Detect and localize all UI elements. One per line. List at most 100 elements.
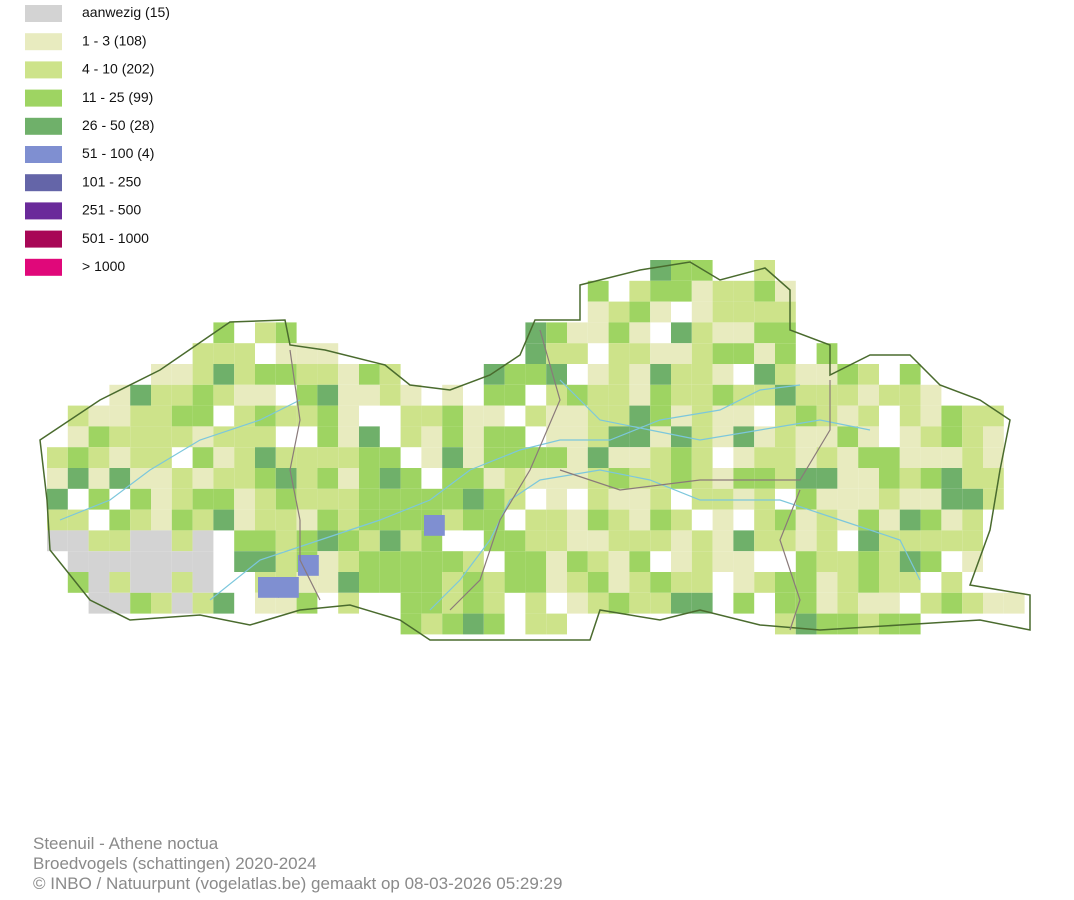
map-cell (650, 468, 671, 489)
map-cell (608, 405, 630, 427)
map-cell (359, 530, 380, 552)
map-cell (691, 364, 713, 385)
map-cell (816, 488, 838, 510)
map-cell (546, 488, 567, 510)
map-cell (920, 426, 942, 448)
map-cell (317, 426, 339, 448)
map-cell (671, 572, 692, 593)
map-cell (88, 592, 110, 614)
map-cell (691, 301, 713, 323)
map-cell (650, 447, 671, 468)
map-cell (837, 509, 859, 531)
map-cell (587, 530, 609, 552)
map-cell (920, 405, 942, 427)
map-cell (317, 488, 339, 510)
map-cell (234, 405, 255, 427)
map-cell (192, 509, 214, 531)
legend-swatch (25, 5, 62, 22)
map-cell (733, 426, 755, 448)
map-cell (483, 572, 505, 593)
map-cell (67, 405, 89, 427)
map-cell (151, 530, 172, 552)
map-cell (275, 468, 297, 489)
map-cell (463, 613, 484, 635)
map-cell (213, 447, 235, 468)
legend-label: 101 - 250 (82, 173, 141, 189)
map-cell (712, 384, 734, 406)
map-cell (359, 384, 380, 406)
map-cell (712, 509, 734, 531)
map-cell (400, 468, 422, 489)
map-cell (712, 280, 734, 302)
map-cell (941, 572, 963, 593)
map-cell (775, 280, 796, 302)
map-cell (691, 530, 713, 552)
map-cell (608, 384, 630, 406)
map-cell (775, 468, 796, 489)
map-cell (733, 405, 755, 427)
map-cell (920, 468, 942, 489)
map-cell (400, 405, 422, 427)
map-cell (442, 468, 463, 489)
map-cell (151, 551, 172, 572)
map-cell (234, 468, 255, 489)
map-cell (88, 426, 110, 448)
map-cell (296, 572, 318, 593)
legend-label: 51 - 100 (4) (82, 145, 154, 161)
map-cell (816, 551, 838, 572)
map-cell (338, 488, 359, 510)
map-cell (130, 426, 151, 448)
map-cell (67, 426, 89, 448)
map-cell (691, 260, 713, 281)
map-cell (754, 572, 775, 593)
map-cell (629, 384, 651, 406)
map-cell (88, 488, 110, 510)
legend-swatch (25, 230, 62, 248)
map-cell (941, 530, 963, 552)
map-cell (192, 364, 214, 385)
map-cell (67, 447, 89, 468)
map-cell (837, 405, 859, 427)
map-cell (587, 384, 609, 406)
map-cell (650, 384, 671, 406)
map-cell (109, 530, 131, 552)
map-cell (421, 572, 443, 593)
map-cell (275, 509, 297, 531)
map-cell (629, 572, 651, 593)
map-cell (546, 343, 567, 364)
map-cell (795, 530, 817, 552)
map-cell (837, 468, 859, 489)
map-cell (920, 447, 942, 468)
map-cell (151, 405, 172, 427)
map-cell (920, 530, 942, 552)
map-cell (192, 468, 214, 489)
map-cell (775, 447, 796, 468)
map-cell (587, 447, 609, 468)
map-cell (858, 384, 879, 406)
map-cell (192, 572, 214, 593)
map-cell (130, 572, 151, 593)
map-cell (629, 322, 651, 344)
map-cell (421, 447, 443, 468)
map-cell (608, 509, 630, 531)
map-cell (671, 468, 692, 489)
map-cell (587, 592, 609, 614)
map-cell (338, 509, 359, 531)
map-cell (629, 426, 651, 448)
map-cell (587, 551, 609, 572)
map-cell (962, 405, 983, 427)
map-cell (504, 468, 526, 489)
map-cell (317, 509, 339, 531)
map-cell (213, 509, 235, 531)
map-cell (650, 280, 671, 302)
map-cell (691, 592, 713, 614)
map-cell (858, 405, 879, 427)
legend-swatch (25, 61, 62, 79)
map-cell (712, 530, 734, 552)
map-cell (151, 592, 172, 614)
map-cell (463, 509, 484, 531)
map-cell (546, 572, 567, 593)
map-cell (67, 468, 89, 489)
map-cell (442, 509, 463, 531)
map-cell (338, 551, 359, 572)
